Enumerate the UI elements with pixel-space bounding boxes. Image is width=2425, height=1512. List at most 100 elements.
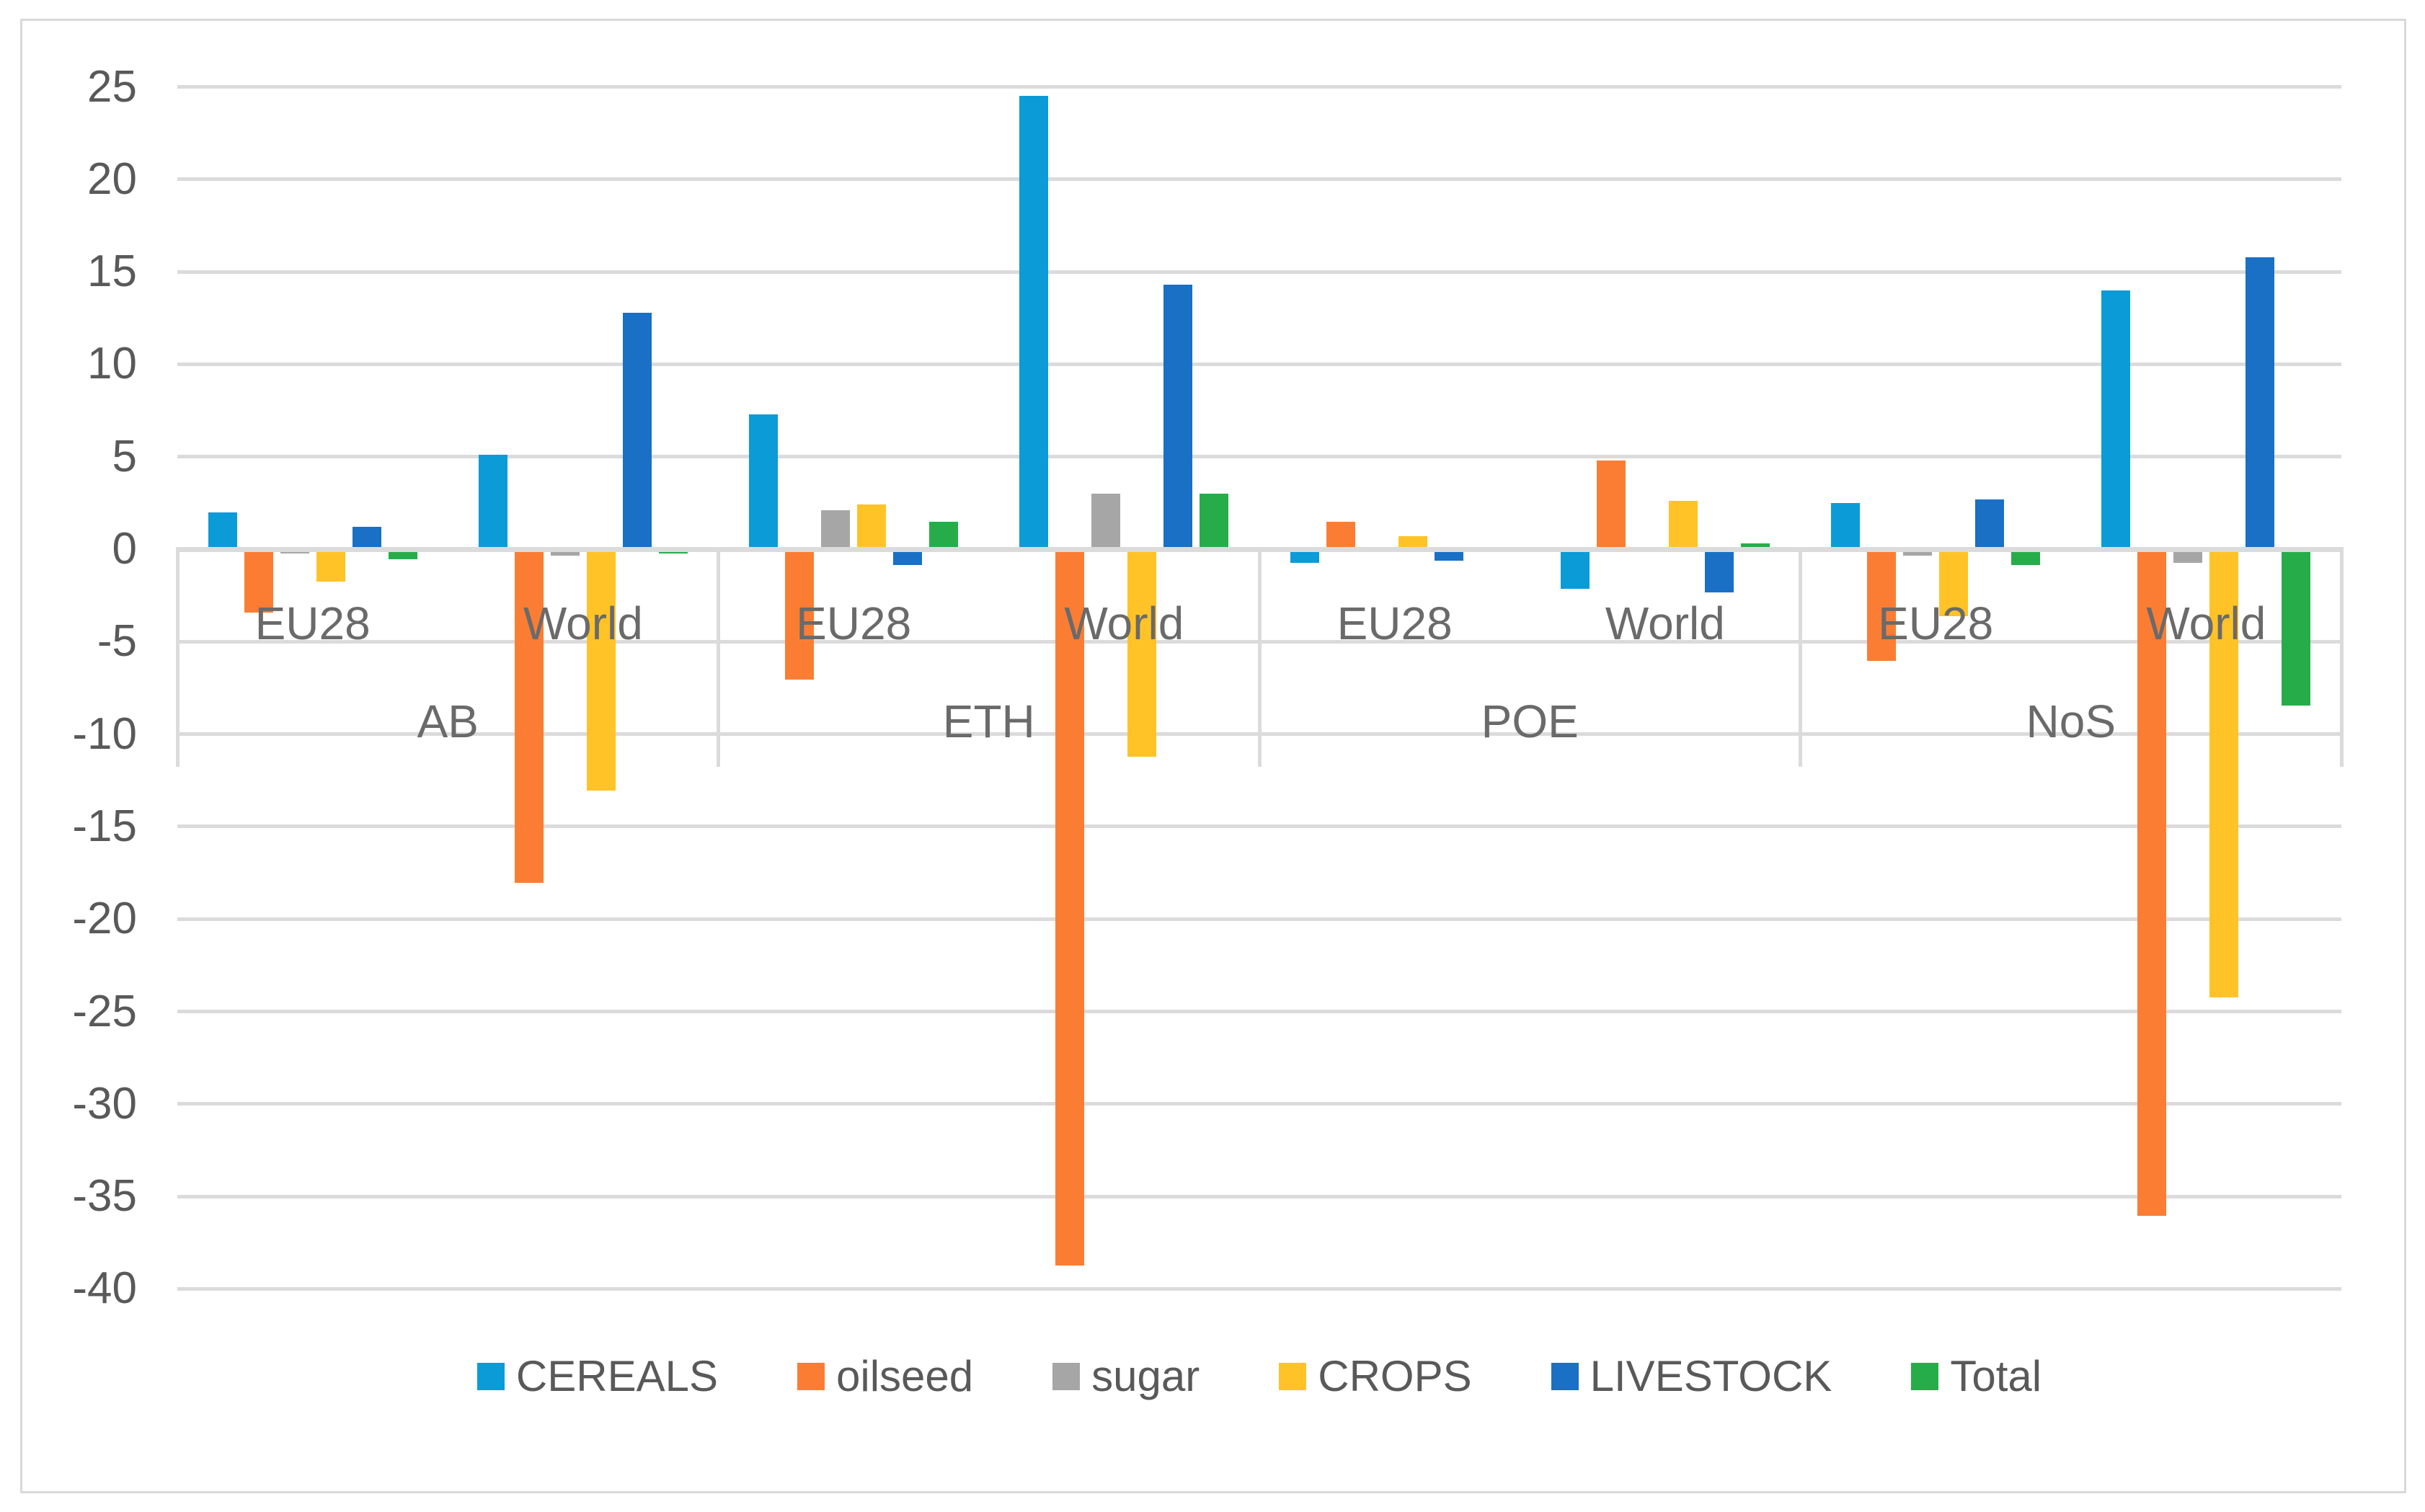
bar-oilseed-nos-world xyxy=(2137,552,2167,1216)
bar-oilseed-poe-world xyxy=(1596,460,1626,547)
bar-oilseed-poe-eu28 xyxy=(1326,521,1355,547)
y-tick-label-5: 5 xyxy=(112,431,137,481)
bar-sugar-eth-world xyxy=(1091,494,1121,547)
legend-swatch-total xyxy=(1911,1363,1939,1390)
bar-crops-ab-world xyxy=(586,552,616,791)
subgroup-label-eth-eu28: EU28 xyxy=(796,597,912,649)
bar-total-nos-eu28 xyxy=(2011,552,2041,565)
legend-label-cereals: CEREALS xyxy=(515,1352,719,1400)
group-label-eth: ETH xyxy=(942,695,1035,747)
subgroup-label-nos-eu28: EU28 xyxy=(1878,597,1994,649)
y-tick-label--40: -40 xyxy=(72,1263,137,1314)
bar-livestock-eth-world xyxy=(1163,285,1193,547)
bar-crops-eth-world xyxy=(1127,552,1157,757)
legend-item-crops: CROPS xyxy=(1279,1352,1472,1400)
subgroup-label-poe-world: World xyxy=(1605,597,1725,649)
bar-total-eth-eu28 xyxy=(929,521,959,547)
y-tick-label--30: -30 xyxy=(72,1078,137,1129)
y-tick-label--20: -20 xyxy=(72,894,137,944)
bar-cereals-poe-eu28 xyxy=(1290,552,1319,563)
bar-cereals-eth-eu28 xyxy=(749,414,779,547)
group-label-poe: POE xyxy=(1481,695,1579,747)
legend-swatch-livestock xyxy=(1551,1363,1579,1390)
subgroup-label-eth-world: World xyxy=(1064,597,1184,649)
bar-cereals-nos-eu28 xyxy=(1831,502,1861,547)
bar-crops-eth-eu28 xyxy=(857,504,887,547)
y-tick-label--5: -5 xyxy=(97,616,137,667)
legend-item-total: Total xyxy=(1911,1355,2041,1398)
bar-crops-poe-world xyxy=(1668,501,1698,547)
legend-label-livestock: LIVESTOCK xyxy=(1590,1352,1832,1400)
y-tick-label-20: 20 xyxy=(87,154,137,204)
legend-label-crops: CROPS xyxy=(1318,1352,1472,1400)
group-label-nos: NoS xyxy=(2026,695,2116,747)
bar-oilseed-ab-world xyxy=(514,552,544,883)
bar-livestock-poe-eu28 xyxy=(1434,552,1463,561)
y-tick-label-25: 25 xyxy=(87,61,137,112)
legend-label-sugar: sugar xyxy=(1091,1352,1200,1400)
legend-item-livestock: LIVESTOCK xyxy=(1551,1355,1832,1398)
bar-crops-nos-eu28 xyxy=(1939,552,1969,617)
subgroup-label-ab-world: World xyxy=(523,597,643,649)
group-label-ab: AB xyxy=(417,695,479,747)
y-tick-label--25: -25 xyxy=(72,986,137,1036)
group-divider-3 xyxy=(1799,547,1802,767)
y-tick-label--35: -35 xyxy=(72,1171,137,1222)
legend-item-oilseed: oilseed xyxy=(797,1355,973,1398)
bar-cereals-nos-world xyxy=(2101,290,2131,547)
bar-total-eth-world xyxy=(1200,494,1229,547)
bar-cereals-ab-eu28 xyxy=(208,512,237,547)
bar-livestock-nos-world xyxy=(2246,257,2275,547)
gridline-y--30 xyxy=(177,1102,2341,1106)
y-tick-label--15: -15 xyxy=(72,801,137,851)
subgroup-label-ab-eu28: EU28 xyxy=(254,597,371,649)
bar-crops-ab-eu28 xyxy=(316,552,345,582)
category-axis-line-right xyxy=(2339,547,2344,767)
gridline-y--20 xyxy=(177,917,2341,921)
bar-livestock-nos-eu28 xyxy=(1975,499,2005,547)
legend-label-total: Total xyxy=(1950,1352,2042,1400)
y-tick-label--10: -10 xyxy=(72,708,137,759)
bar-oilseed-eth-eu28 xyxy=(785,552,815,680)
bar-sugar-eth-eu28 xyxy=(821,510,851,547)
subgroup-label-poe-eu28: EU28 xyxy=(1336,597,1453,649)
gridline-y--40 xyxy=(177,1286,2341,1291)
group-divider-1 xyxy=(717,547,720,767)
gridline-y--25 xyxy=(177,1010,2341,1013)
y-tick-label-10: 10 xyxy=(87,339,137,389)
bar-crops-poe-eu28 xyxy=(1398,536,1427,547)
bar-cereals-poe-world xyxy=(1560,552,1590,589)
bar-oilseed-ab-eu28 xyxy=(244,552,273,613)
gridline-y-15 xyxy=(177,270,2341,274)
gridline-y-20 xyxy=(177,177,2341,182)
legend-swatch-cereals xyxy=(476,1363,505,1390)
gridline-y-5 xyxy=(177,455,2341,459)
legend-swatch-crops xyxy=(1279,1363,1307,1390)
chart-outer-border xyxy=(20,19,2406,1493)
bar-total-ab-world xyxy=(658,552,688,554)
gridline-y-10 xyxy=(177,362,2341,366)
gridline-y-25 xyxy=(177,85,2341,89)
bar-livestock-eth-eu28 xyxy=(893,552,923,565)
bar-sugar-ab-world xyxy=(550,552,580,556)
bar-oilseed-nos-eu28 xyxy=(1867,552,1897,661)
group-divider-2 xyxy=(1257,547,1262,767)
bar-total-poe-world xyxy=(1740,543,1770,547)
bar-livestock-poe-world xyxy=(1704,552,1734,593)
gridline-y--15 xyxy=(177,824,2341,829)
bar-sugar-ab-eu28 xyxy=(280,552,309,554)
category-axis-line-left xyxy=(175,547,179,767)
legend-label-oilseed: oilseed xyxy=(836,1352,974,1400)
gridline-y--35 xyxy=(177,1194,2341,1199)
bar-crops-nos-world xyxy=(2209,552,2239,997)
bar-livestock-ab-eu28 xyxy=(352,527,381,547)
legend-swatch-oilseed xyxy=(797,1363,825,1390)
bar-livestock-ab-world xyxy=(622,312,652,547)
bar-cereals-eth-world xyxy=(1019,96,1049,547)
bar-sugar-nos-eu28 xyxy=(1903,552,1933,556)
legend: CEREALS oilseed sugar CROPS LIVESTOCK Total xyxy=(177,1355,2341,1398)
subgroup-label-nos-world: World xyxy=(2146,597,2266,649)
y-tick-label-0: 0 xyxy=(112,524,137,574)
bar-total-ab-eu28 xyxy=(388,552,417,559)
legend-item-sugar: sugar xyxy=(1052,1355,1200,1398)
